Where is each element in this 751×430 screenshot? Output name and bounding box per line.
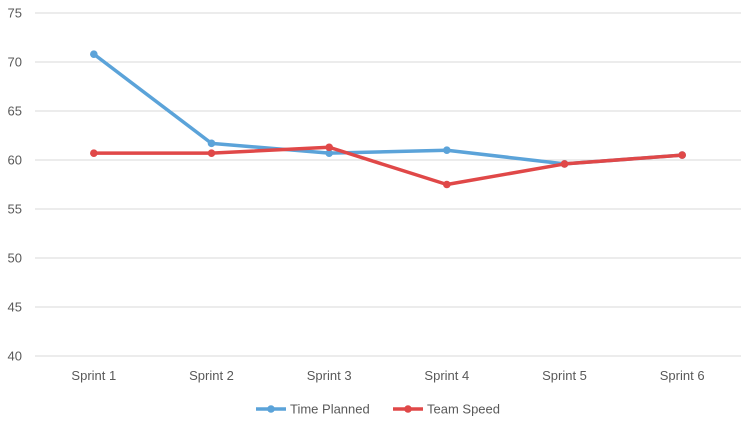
y-tick-label: 60 (8, 153, 22, 168)
y-tick-label: 40 (8, 349, 22, 364)
series-line (92, 145, 684, 187)
x-tick-label: Sprint 5 (542, 368, 587, 383)
legend-label: Time Planned (290, 402, 370, 417)
data-point (90, 149, 98, 157)
x-tick-label: Sprint 4 (424, 368, 469, 383)
y-tick-label: 55 (8, 202, 22, 217)
y-tick-label: 70 (8, 55, 22, 70)
legend-swatch-marker (267, 405, 275, 413)
data-point (325, 149, 333, 157)
y-tick-label: 45 (8, 300, 22, 315)
gridlines (35, 12, 741, 357)
data-point (207, 149, 216, 157)
data-point (207, 139, 216, 148)
legend-item-time-planned[interactable]: Time Planned (256, 402, 370, 417)
y-tick-label: 75 (8, 6, 22, 21)
series-team-speed (90, 143, 686, 189)
x-axis-tick-labels: Sprint 1 Sprint 2 Sprint 3 Sprint 4 Sprint 5… (71, 368, 704, 383)
data-point (325, 143, 333, 152)
legend[interactable]: Time Planned Team Speed (256, 402, 500, 417)
x-tick-label: Sprint 2 (189, 368, 234, 383)
data-point (443, 180, 451, 189)
series-line (92, 52, 684, 166)
data-point (560, 160, 569, 168)
data-point (90, 50, 98, 58)
legend-item-team-speed[interactable]: Team Speed (393, 402, 500, 417)
y-axis-tick-labels: 40 45 50 55 60 65 70 75 (8, 6, 22, 364)
x-tick-label: Sprint 6 (660, 368, 705, 383)
legend-swatch-marker (404, 405, 412, 413)
data-point (678, 151, 686, 159)
legend-label: Team Speed (427, 402, 500, 417)
y-tick-label: 50 (8, 251, 22, 266)
series-time-planned (90, 50, 686, 168)
data-point (443, 146, 451, 154)
series-lines (90, 50, 686, 189)
x-tick-label: Sprint 3 (307, 368, 352, 383)
y-tick-label: 65 (8, 104, 22, 119)
x-tick-label: Sprint 1 (71, 368, 116, 383)
